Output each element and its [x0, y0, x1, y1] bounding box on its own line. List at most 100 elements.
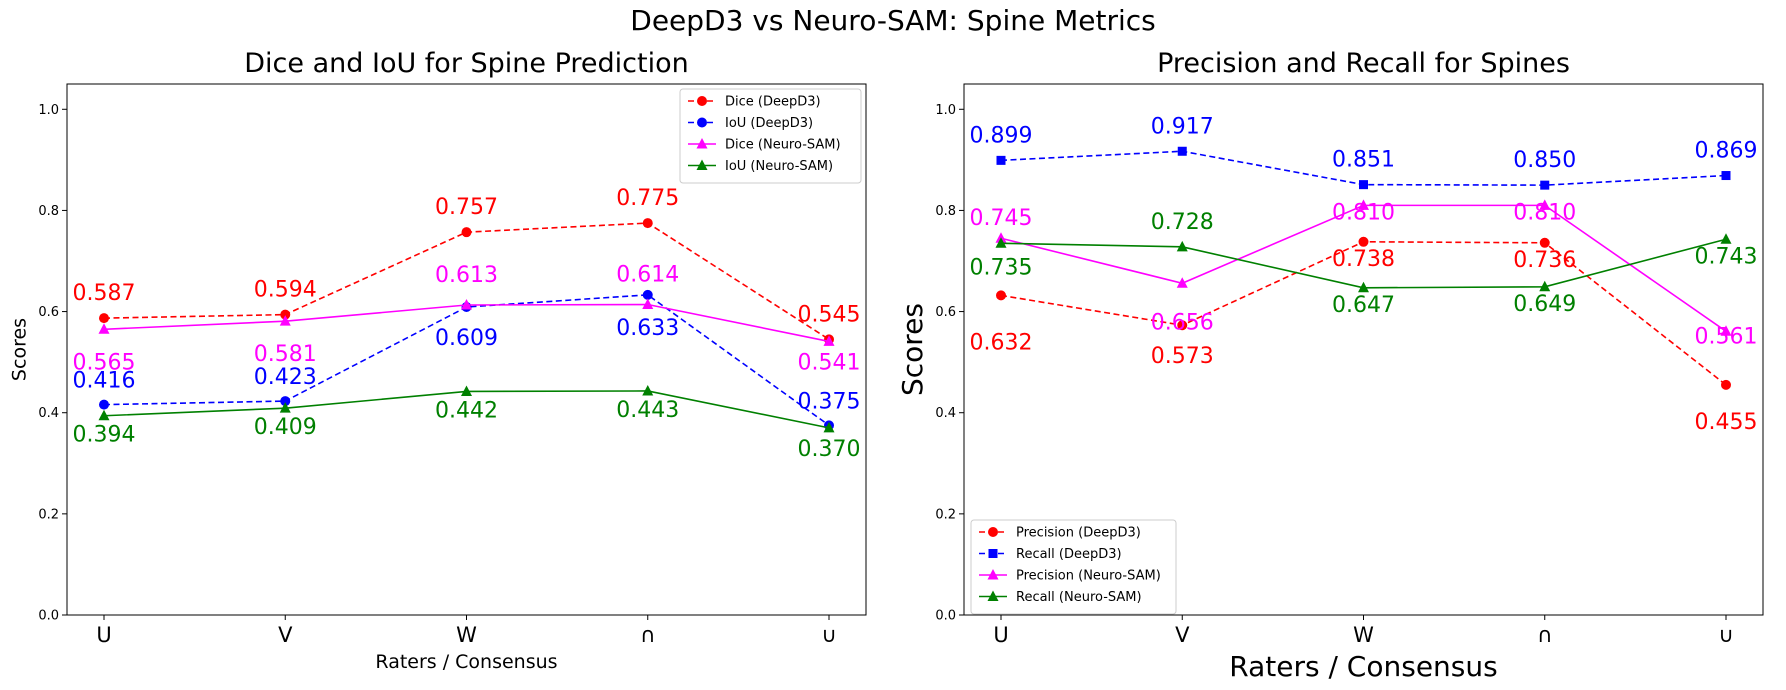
data-point: [1358, 199, 1369, 210]
legend-marker: [988, 549, 998, 558]
data-label: 0.587: [73, 281, 136, 306]
data-label: 0.375: [798, 389, 861, 414]
series-precision-deepd3: 0.632 0.573 0.738 0.736 0.455: [970, 236, 1758, 435]
data-point: [1358, 236, 1369, 247]
chart-2: Precision and Recall for Spines 0.0 0.2 0.4…: [896, 48, 1764, 683]
data-label: 0.565: [73, 350, 136, 375]
data-point: [1177, 146, 1187, 156]
data-point: [279, 315, 291, 326]
legend-label: Dice (Neuro-SAM): [725, 138, 841, 153]
data-label: 0.775: [616, 186, 679, 211]
x-tick-label: ∪: [1718, 623, 1733, 647]
data-point: [279, 402, 291, 413]
data-label: 0.810: [1513, 200, 1576, 225]
legend: Precision (DeepD3) Recall (DeepD3) Precisi…: [970, 519, 1177, 615]
data-label: 0.736: [1513, 248, 1576, 273]
x-tick-label: U: [96, 623, 111, 647]
data-label: 0.850: [1513, 148, 1576, 173]
x-tick-label: ∪: [821, 623, 836, 647]
legend-marker: [987, 569, 999, 580]
data-label: 0.594: [254, 278, 317, 303]
data-point: [98, 409, 110, 421]
data-label: 0.743: [1695, 244, 1758, 269]
data-point: [642, 289, 653, 300]
legend-label: Dice (DeepD3): [725, 95, 821, 110]
data-point: [1539, 199, 1551, 210]
series-iou-neuro-sam: 0.394 0.409 0.442 0.443 0.370: [73, 384, 861, 462]
data-label: 0.647: [1332, 293, 1395, 318]
data-point: [280, 396, 291, 407]
legend-marker: [697, 96, 707, 106]
y-tick-label: 0.2: [935, 507, 956, 522]
chart-1: Dice and IoU for Spine Prediction 0.0 0.2 0…: [9, 48, 867, 673]
data-point: [1358, 281, 1369, 293]
data-label: 0.851: [1332, 148, 1395, 173]
data-point: [1720, 325, 1732, 336]
data-label: 0.581: [254, 342, 317, 367]
data-point: [1721, 379, 1731, 390]
x-axis-label: Raters / Consensus: [375, 651, 557, 673]
data-point: [1539, 280, 1551, 292]
x-tick-label: ∩: [1537, 623, 1552, 647]
chart-title: Precision and Recall for Spines: [1157, 48, 1570, 79]
data-point: [280, 309, 291, 320]
data-label: 0.735: [970, 255, 1033, 280]
data-label: 0.632: [970, 330, 1033, 355]
legend: Dice (DeepD3) IoU (DeepD3) Dice (Neuro-SAM…: [679, 88, 862, 184]
legend-label: IoU (DeepD3): [725, 116, 813, 131]
data-label: 0.416: [73, 369, 136, 394]
data-label: 0.573: [1151, 344, 1214, 369]
y-tick-label: 0.8: [935, 204, 956, 219]
legend-label: Recall (Neuro-SAM): [1016, 590, 1142, 605]
y-tick-label: 0.0: [935, 609, 956, 624]
data-label: 0.442: [435, 398, 498, 423]
data-label: 0.728: [1151, 210, 1214, 235]
data-label: 0.409: [254, 415, 317, 440]
legend-label: IoU (Neuro-SAM): [725, 159, 833, 174]
legend-box: [970, 519, 1177, 615]
data-point: [1720, 233, 1732, 244]
data-point: [642, 384, 654, 396]
data-point: [461, 385, 472, 396]
data-label: 0.609: [435, 326, 498, 351]
series-dice-deepd3: 0.587 0.594 0.757 0.775 0.545: [73, 186, 861, 345]
legend-label: Recall (DeepD3): [1016, 547, 1122, 562]
data-label: 0.561: [1695, 324, 1758, 349]
data-point: [1539, 237, 1550, 248]
legend-marker: [696, 138, 708, 149]
data-label: 0.757: [435, 195, 498, 220]
data-point: [823, 421, 835, 433]
data-label: 0.541: [798, 350, 861, 375]
data-point: [98, 323, 110, 334]
legend-box: [679, 88, 862, 184]
legend-marker: [696, 159, 708, 170]
data-label: 0.745: [970, 206, 1033, 231]
y-tick-label: 0.2: [38, 507, 59, 522]
x-axis-label: Raters / Consensus: [1229, 650, 1497, 683]
data-label: 0.370: [798, 437, 861, 462]
data-point: [461, 298, 472, 310]
series-recall-deepd3: 0.899 0.917 0.851 0.850 0.869: [970, 114, 1758, 190]
y-tick-label: 1.0: [38, 103, 59, 118]
data-point: [1359, 180, 1368, 190]
y-tick-label: 1.0: [935, 103, 956, 118]
series-recall-neuro-sam: 0.735 0.728 0.647 0.649 0.743: [970, 210, 1758, 318]
data-label: 0.614: [616, 262, 679, 287]
data-label: 0.738: [1332, 247, 1395, 272]
figure-title: DeepD3 vs Neuro-SAM: Spine Metrics: [630, 4, 1156, 37]
data-label: 0.917: [1151, 114, 1214, 139]
data-label: 0.656: [1151, 310, 1214, 335]
legend-marker: [697, 117, 707, 128]
data-point: [461, 227, 472, 238]
data-point: [99, 313, 109, 324]
legend-marker: [988, 527, 998, 537]
y-tick-label: 0.6: [38, 305, 59, 320]
data-label: 0.633: [616, 316, 679, 341]
data-label: 0.545: [798, 302, 861, 327]
data-point: [996, 155, 1006, 165]
data-label: 0.869: [1695, 139, 1758, 164]
data-label: 0.455: [1695, 410, 1758, 435]
x-tick-label: U: [993, 623, 1008, 647]
data-label: 0.649: [1513, 292, 1576, 317]
